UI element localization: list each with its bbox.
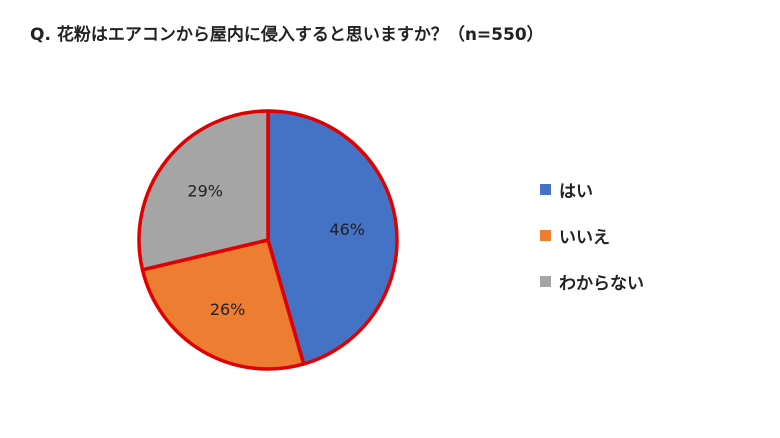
legend-item-yes: はい bbox=[540, 166, 644, 212]
legend-item-unknown: わからない bbox=[540, 258, 644, 304]
legend-label-yes: はい bbox=[559, 181, 593, 202]
legend: はい いいえ わからない bbox=[540, 166, 644, 304]
pie-slice-yes bbox=[266, 109, 399, 366]
legend-item-no: いいえ bbox=[540, 212, 644, 258]
slice-label-unknown: 29% bbox=[187, 181, 223, 200]
pie-slice-no bbox=[140, 238, 306, 371]
slice-label-no: 26% bbox=[210, 300, 246, 319]
pie-slice-labels: 46% 26% 29% bbox=[187, 181, 365, 319]
pie-slices bbox=[137, 109, 399, 371]
legend-swatch-no bbox=[540, 229, 551, 241]
legend-label-no: いいえ bbox=[559, 227, 610, 248]
legend-label-unknown: わからない bbox=[559, 273, 644, 294]
legend-swatch-yes bbox=[540, 183, 551, 195]
pie-slice-unknown bbox=[137, 109, 270, 272]
chart-title: Q. 花粉はエアコンから屋内に侵入すると思いますか？（n=550） bbox=[30, 25, 544, 45]
legend-swatch-unknown bbox=[540, 275, 551, 287]
slice-label-yes: 46% bbox=[329, 220, 365, 239]
